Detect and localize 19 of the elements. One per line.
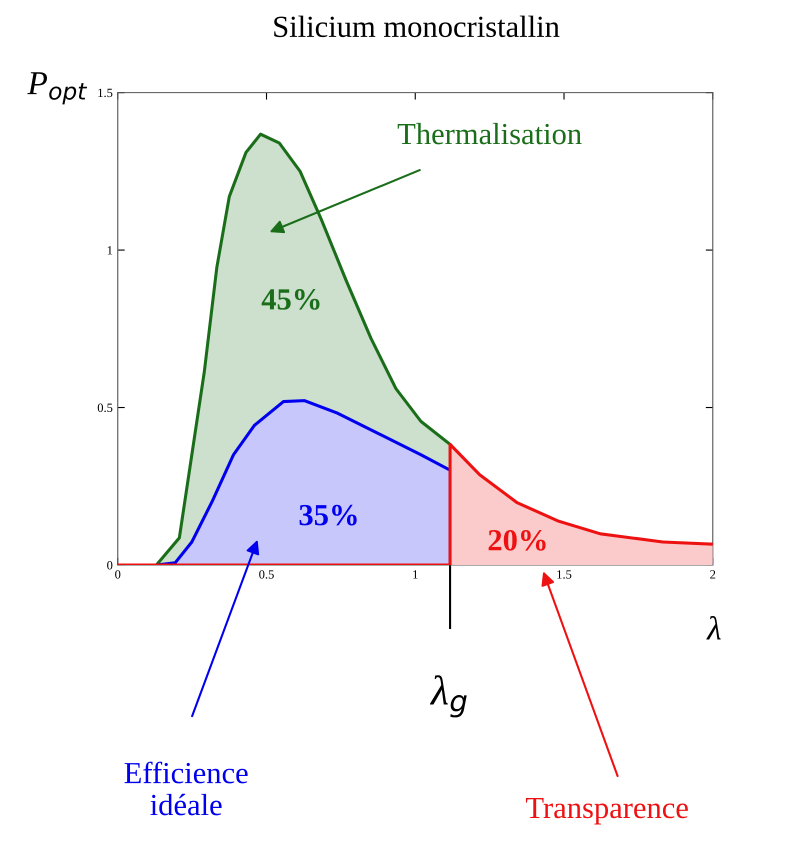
x-tick-label: 1 xyxy=(413,570,418,579)
annotation: 35% xyxy=(300,504,357,526)
annotation: 20% xyxy=(488,530,546,551)
annotation: Thermalisation xyxy=(398,122,582,144)
x-tick-label: 0.5 xyxy=(259,570,274,579)
annotation: 45% xyxy=(262,289,320,310)
text: Transparence xyxy=(526,798,688,824)
annotation: λ$_{g}$ xyxy=(430,675,467,718)
text: Efficience idéale xyxy=(124,762,248,816)
y-tick-label: 1.5 xyxy=(98,88,112,98)
y-tick-label: 0.5 xyxy=(98,404,112,412)
x-tick-label: 2 xyxy=(710,570,716,579)
y-tick-label: 0 xyxy=(107,561,112,570)
x-tick-label: 1.5 xyxy=(557,570,572,579)
x-axis-title: λ xyxy=(706,616,721,640)
x-tick-label: 0 xyxy=(115,570,120,579)
y-tick-label: 1 xyxy=(108,246,112,254)
y-axis-title: P$_{opt}$ xyxy=(27,72,88,104)
chart-title: Silicium monocristallin xyxy=(274,16,560,38)
